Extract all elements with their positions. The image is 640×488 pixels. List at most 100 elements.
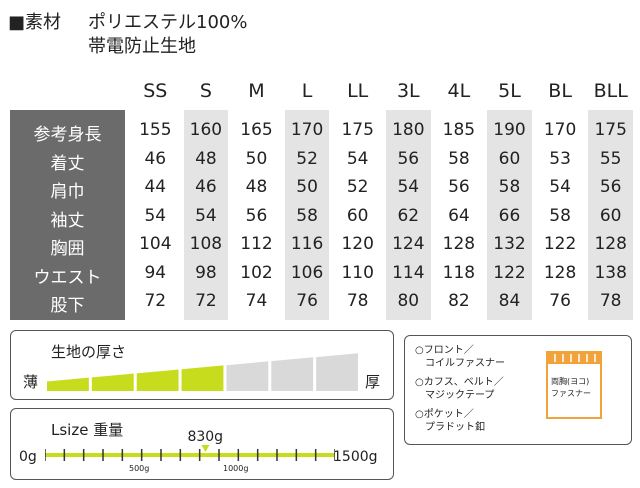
size-header: L — [301, 80, 313, 102]
table-cell: 66 — [498, 205, 521, 226]
weight-box: Lsize 重量 0g 1500g 500g 1000g 830g — [10, 408, 394, 480]
row-label: ウエスト — [33, 267, 102, 288]
chest-zipper-label: 両胸(ヨコ) ファスナー — [551, 377, 591, 398]
weight-axis — [45, 453, 335, 457]
size-column-shade — [588, 110, 633, 320]
thickness-segment — [271, 357, 314, 391]
thickness-segment — [136, 369, 179, 391]
table-cell: 76 — [296, 291, 318, 311]
thickness-title: 生地の厚さ — [51, 343, 127, 361]
table-cell: 58 — [448, 148, 470, 169]
weight-title: Lsize 重量 — [51, 421, 124, 439]
size-header: BLL — [593, 80, 628, 102]
thickness-segment — [47, 377, 89, 391]
table-cell: 165 — [240, 120, 273, 140]
table-cell: 132 — [493, 234, 526, 254]
table-cell: 122 — [493, 262, 526, 283]
row-label-column — [10, 110, 125, 320]
table-cell: 44 — [144, 177, 167, 197]
table-cell: 62 — [397, 205, 420, 226]
table-cell: 64 — [448, 205, 470, 226]
table-cell: 58 — [549, 205, 571, 226]
table-cell: 122 — [543, 234, 577, 254]
table-cell: 170 — [290, 120, 324, 140]
size-header: S — [199, 80, 212, 102]
table-cell: 58 — [498, 177, 521, 197]
weight-marker — [201, 445, 210, 452]
material-label: ■素材 — [8, 12, 62, 33]
table-cell: 118 — [442, 262, 476, 283]
table-cell: 56 — [245, 205, 268, 226]
size-header: LL — [347, 80, 369, 102]
material-feature: 帯電防止生地 — [88, 36, 196, 57]
size-header: BL — [548, 80, 572, 102]
table-cell: 128 — [594, 234, 627, 254]
table-cell: 78 — [599, 291, 622, 311]
table-cell: 54 — [195, 205, 217, 226]
table-cell: 114 — [392, 262, 425, 283]
table-cell: 72 — [195, 291, 217, 311]
table-cell: 160 — [189, 120, 223, 140]
row-label: 股下 — [50, 296, 85, 316]
size-column-shade — [386, 110, 431, 320]
weight-mid2-label: 1000g — [223, 464, 249, 473]
row-label: 参考身長 — [33, 125, 102, 145]
table-cell: 52 — [296, 148, 318, 169]
table-cell: 74 — [245, 291, 268, 311]
table-cell: 180 — [392, 120, 425, 140]
row-label: 着丈 — [50, 153, 85, 174]
table-cell: 175 — [594, 120, 627, 140]
table-cell: 54 — [144, 205, 167, 226]
size-header: 5L — [498, 80, 521, 102]
thickness-segment — [226, 361, 269, 391]
table-cell: 124 — [392, 234, 425, 254]
material-value: ポリエステル100% — [88, 12, 248, 33]
table-cell: 104 — [139, 234, 172, 254]
table-cell: 110 — [341, 262, 374, 283]
table-cell: 46 — [195, 177, 217, 197]
table-cell: 48 — [195, 148, 217, 169]
table-cell: 185 — [442, 120, 476, 140]
table-cell: 54 — [549, 177, 571, 197]
table-cell: 106 — [290, 262, 324, 283]
table-cell: 50 — [296, 177, 318, 197]
row-label: 肩巾 — [50, 182, 85, 202]
table-cell: 138 — [594, 262, 627, 283]
table-cell: 48 — [245, 177, 268, 197]
table-cell: 190 — [493, 120, 526, 140]
thickness-box: 生地の厚さ 薄 厚 — [10, 330, 394, 400]
thick-label: 厚 — [365, 373, 381, 391]
weight-scale — [45, 445, 335, 461]
table-cell: 102 — [240, 262, 273, 283]
table-cell: 175 — [341, 120, 374, 140]
table-cell: 54 — [346, 148, 369, 169]
size-column-shade — [183, 110, 229, 320]
weight-min-label: 0g — [19, 449, 37, 465]
weight-value-label: 830g — [187, 429, 224, 445]
table-cell: 116 — [290, 234, 324, 254]
table-cell: 128 — [543, 262, 577, 283]
table-cell: 108 — [189, 234, 223, 254]
thickness-segment — [181, 365, 224, 391]
table-cell: 52 — [346, 177, 369, 197]
thickness-meter — [47, 353, 358, 391]
size-header: 4L — [447, 80, 471, 102]
size-column-shade — [487, 110, 532, 320]
size-column-shade — [284, 110, 330, 320]
table-cell: 94 — [144, 262, 167, 283]
table-cell: 120 — [341, 234, 374, 254]
chest-zipper-icon — [546, 351, 602, 419]
thickness-segment — [91, 373, 134, 391]
table-cell: 80 — [397, 291, 420, 311]
table-cell: 60 — [599, 205, 622, 226]
size-header: SS — [143, 80, 168, 102]
table-cell: 56 — [599, 177, 622, 197]
table-cell: 60 — [346, 205, 369, 226]
table-cell: 56 — [448, 177, 470, 197]
table-cell: 112 — [240, 234, 273, 254]
feature-pocket: ○ポケット／ プラドット釦 — [415, 409, 485, 433]
table-cell: 170 — [543, 120, 577, 140]
thin-label: 薄 — [23, 373, 39, 391]
table-cell: 98 — [195, 262, 217, 283]
thickness-segment — [316, 353, 358, 391]
